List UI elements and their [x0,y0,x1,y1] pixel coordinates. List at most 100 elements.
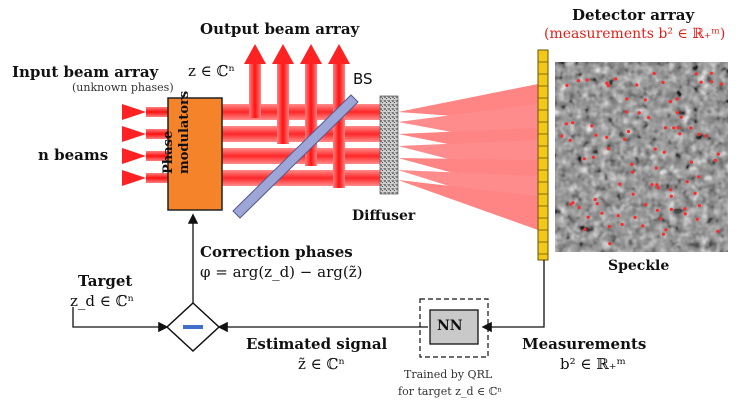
speckle-dot [571,121,575,125]
speckle-dot [668,100,673,104]
unknown-phases-label: (unknown phases) [72,81,174,94]
target-label: Target [78,272,133,290]
comparator-diamond [165,301,221,353]
speckle-dot [697,175,701,179]
speckle-dot [716,152,720,156]
speckle-dot [630,162,634,166]
speckle-dot [695,217,699,221]
speckle-dot [643,203,648,207]
speckle-dot [583,227,587,231]
speckle-dot [624,110,629,114]
speckle-dot [593,197,597,202]
correction-phases-label: Correction phases [200,243,353,261]
speckle-dot [652,71,656,76]
speckle-dot [689,160,694,164]
phase-modulators-label: Phase modulators [161,91,192,174]
speckle-dot [633,215,637,219]
speckle-dot [683,212,687,216]
speckle-dot [560,134,564,138]
speckle-dot [672,126,676,130]
speckle-dot [576,79,581,83]
diffuser-plate [379,95,399,195]
nn-label: NN [437,318,463,334]
speckle-dot [568,138,572,142]
speckle-dot [637,111,641,115]
speckle-dot [685,180,689,184]
speckle-dot [647,116,651,120]
input-beam-array-label: Input beam array [12,63,159,81]
speckle-dot [679,115,683,119]
speckle-dot [631,192,635,196]
speckle-dot [605,81,609,85]
speckle-dot [590,124,594,128]
speckle-dot [569,202,573,206]
speckle-dot [662,150,666,154]
beam-splitter [232,94,359,219]
trained-by-label: Trained by QRL [404,368,493,381]
speckle-dot [591,155,596,159]
speckle-dot [607,224,612,229]
speckle-dot [669,188,673,192]
input-beams [122,104,168,186]
speckle-dot [626,129,631,134]
speckle-dot [655,183,659,187]
speckle-dot [689,126,693,130]
speckle-dot [655,208,660,212]
speckle-dot [663,126,668,130]
speckle-dot [656,186,660,190]
speckle-dot [577,205,581,210]
speckle-dot [678,132,682,136]
speckle-dot [565,83,569,87]
speckle-dot [630,170,635,174]
detector-array-strip [537,49,549,261]
speckle-dot [606,84,611,88]
speckle-dot [653,147,657,151]
diffuser-label: Diffuser [352,208,416,224]
target-zd-label: z_d ∈ ℂⁿ [70,292,135,310]
speckle-dot [675,111,680,115]
speckle-dot [594,133,598,137]
speckle-dot [620,222,624,227]
speckle-dot [595,202,599,206]
speckle-dot [664,228,668,232]
speckle-dot [720,82,724,86]
speckle-dot [605,135,609,139]
speckle-dot [676,126,680,130]
speckle-dot [650,183,654,187]
speckle-label: Speckle [608,258,670,274]
speckle-dot [643,98,648,102]
speckle-dot [694,72,699,76]
detector-array-label: Detector array [572,6,695,24]
feedback-loop [72,213,545,333]
speckle-dot [585,78,589,82]
output-beam-array-label: Output beam array [200,20,360,38]
speckle-dot [693,191,697,195]
estimated-signal-label: Estimated signal [246,335,388,353]
speckle-dot [716,229,720,233]
speckle-dot [618,182,622,186]
scattered-beams [398,84,538,230]
speckle-dot [699,80,703,84]
speckle-dot [616,214,620,218]
bs-label: BS [353,70,373,88]
speckle-dot [582,157,586,161]
measurements-label: Measurements [522,335,647,353]
speckle-dot [635,83,639,87]
speckle-dot [571,201,575,205]
speckle-dot [669,207,673,211]
speckle-dot [675,97,679,101]
speckle-dot [683,207,687,211]
speckle-dot [607,147,611,151]
speckle-dot [614,77,618,81]
speckle-dot [659,217,663,221]
speckle-dot [608,242,612,246]
speckle-dot [623,137,627,141]
estimated-z-label: z̃ ∈ ℂⁿ [298,355,345,373]
speckle-dot [586,215,590,219]
speckle-dot [661,232,666,236]
speckle-dot [661,80,665,85]
measurements-b2-label: (measurements b² ∈ ℝ₊ᵐ) [544,26,726,42]
correction-formula: φ = arg(z_d) − arg(z̃) [200,263,363,281]
speckle-dot [697,132,701,136]
